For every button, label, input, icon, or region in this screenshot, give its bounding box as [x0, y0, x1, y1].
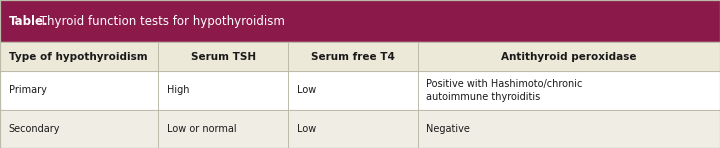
Text: Antithyroid peroxidase: Antithyroid peroxidase [501, 52, 636, 62]
Text: Low: Low [297, 124, 316, 134]
Bar [0, 42, 720, 71]
Bar [0, 71, 720, 110]
Text: Positive with Hashimoto/chronic: Positive with Hashimoto/chronic [426, 79, 582, 89]
Text: Table.: Table. [9, 15, 48, 28]
Text: Low or normal: Low or normal [167, 124, 237, 134]
Text: Primary: Primary [9, 85, 47, 95]
Text: autoimmune thyroiditis: autoimmune thyroiditis [426, 92, 541, 102]
Text: High: High [167, 85, 189, 95]
Bar [0, 0, 720, 42]
Text: Type of hypothyroidism: Type of hypothyroidism [9, 52, 148, 62]
Bar [0, 110, 720, 148]
Text: Low: Low [297, 85, 316, 95]
Text: Thyroid function tests for hypothyroidism: Thyroid function tests for hypothyroidis… [36, 15, 285, 28]
Text: Serum free T4: Serum free T4 [311, 52, 395, 62]
Text: Negative: Negative [426, 124, 470, 134]
Text: Secondary: Secondary [9, 124, 60, 134]
Text: Serum TSH: Serum TSH [191, 52, 256, 62]
